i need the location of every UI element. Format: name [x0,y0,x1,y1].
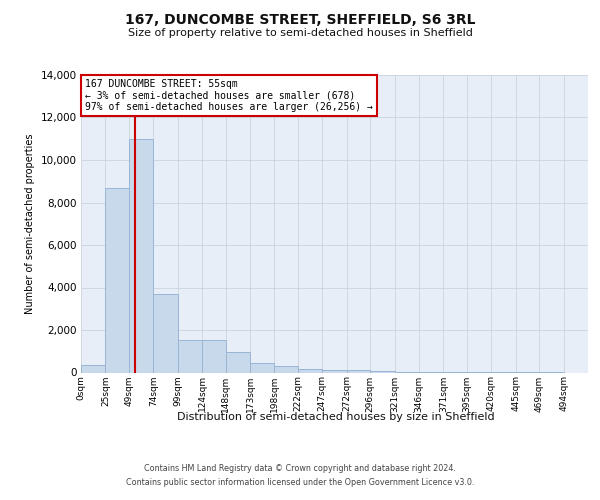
Bar [81,365,106,372]
Bar [153,294,178,372]
Text: Contains HM Land Registry data © Crown copyright and database right 2024.: Contains HM Land Registry data © Crown c… [144,464,456,473]
Bar [178,340,202,372]
Bar [250,363,274,372]
Y-axis label: Number of semi-detached properties: Number of semi-detached properties [25,134,35,314]
Bar [106,188,129,372]
Bar [347,370,370,372]
Text: 167, DUNCOMBE STREET, SHEFFIELD, S6 3RL: 167, DUNCOMBE STREET, SHEFFIELD, S6 3RL [125,12,475,26]
Bar [274,366,298,372]
Bar [298,369,322,372]
Bar [322,370,347,372]
Bar [226,352,250,372]
Bar [129,138,153,372]
Text: Distribution of semi-detached houses by size in Sheffield: Distribution of semi-detached houses by … [177,412,495,422]
Text: 167 DUNCOMBE STREET: 55sqm
← 3% of semi-detached houses are smaller (678)
97% of: 167 DUNCOMBE STREET: 55sqm ← 3% of semi-… [85,79,373,112]
Text: Contains public sector information licensed under the Open Government Licence v3: Contains public sector information licen… [126,478,474,487]
Bar [202,340,226,372]
Text: Size of property relative to semi-detached houses in Sheffield: Size of property relative to semi-detach… [128,28,472,38]
